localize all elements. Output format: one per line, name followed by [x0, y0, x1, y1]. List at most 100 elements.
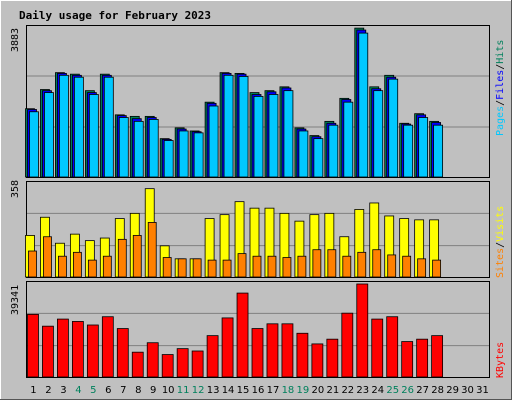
pages-bar: [88, 94, 99, 178]
kbytes-bar: [57, 318, 69, 378]
legend-sites: Sites: [495, 248, 506, 278]
kbytes-bar: [431, 335, 444, 378]
sites-bar: [297, 255, 307, 278]
sites-bar: [312, 249, 322, 278]
kbytes-bar: [27, 313, 39, 378]
x-tick-label: 14: [222, 385, 235, 396]
x-tick-label: 27: [416, 385, 429, 396]
legend-kbytes: KBytes: [495, 342, 506, 378]
plot-border: [26, 25, 490, 178]
plot-border: [26, 281, 490, 378]
kbytes-bar: [86, 324, 99, 378]
kbytes-bar: [161, 354, 174, 378]
sites-bar: [282, 257, 292, 278]
x-tick-label: 13: [207, 385, 220, 396]
sites-bar: [147, 222, 157, 278]
sites-bar: [207, 259, 217, 278]
chart-title: Daily usage for February 2023: [19, 9, 211, 22]
x-tick-label: 31: [476, 385, 489, 396]
pages-bar: [328, 124, 339, 178]
kbytes-bar: [101, 316, 114, 378]
x-tick-label: 24: [371, 385, 384, 396]
legend-files: Files: [495, 70, 506, 100]
x-tick-label: 28: [431, 385, 444, 396]
hits-files-pages-panel: [25, 25, 490, 178]
kbytes-bar: [191, 350, 204, 378]
middle-ymax-label: 358: [10, 180, 21, 198]
pages-bar: [238, 76, 249, 178]
legend-sep: /: [495, 242, 506, 248]
pages-bar: [343, 101, 354, 178]
sites-bar: [162, 257, 172, 278]
x-tick-label: 26: [401, 385, 414, 396]
sites-bar: [357, 251, 367, 278]
kbytes-bar: [296, 332, 309, 378]
sites-bar: [87, 259, 97, 278]
legend-sep: /: [495, 100, 506, 106]
x-tick-label: 23: [356, 385, 369, 396]
sites-bar: [192, 258, 202, 278]
pages-bar: [133, 120, 144, 178]
sites-bar: [417, 258, 427, 278]
kbytes-bar: [236, 292, 249, 378]
sites-bar: [267, 255, 277, 278]
sites-bar: [237, 253, 247, 278]
sites-bar: [117, 238, 127, 278]
kbytes-bar: [251, 328, 264, 378]
x-tick-label: 12: [192, 385, 205, 396]
pages-bar: [193, 132, 204, 178]
sites-bar: [327, 249, 337, 278]
sites-bar: [222, 259, 232, 278]
kbytes-bar: [416, 338, 429, 378]
plot-border: [26, 181, 490, 278]
pages-bar: [358, 32, 369, 178]
pages-bar: [373, 90, 384, 178]
legend-sep: /: [495, 64, 506, 70]
kbytes-bar: [386, 316, 399, 378]
kbytes-panel: [26, 281, 490, 378]
x-tick-label: 22: [341, 385, 354, 396]
kbytes-bar: [311, 343, 324, 378]
pages-bar: [268, 94, 279, 178]
x-tick-label: 16: [252, 385, 265, 396]
sites-bar: [72, 251, 82, 278]
sites-bar: [177, 258, 187, 278]
x-tick-label: 30: [461, 385, 474, 396]
top-ymax-label: 3883: [10, 28, 21, 52]
kbytes-bar: [42, 325, 54, 378]
pages-bar: [388, 78, 399, 178]
sites-bar: [432, 259, 442, 278]
kbytes-bar: [401, 341, 414, 378]
x-tick-label: 15: [237, 385, 250, 396]
kbytes-bar: [266, 323, 279, 378]
x-tick-label: 29: [446, 385, 459, 396]
x-tick-label: 6: [105, 385, 111, 396]
x-tick-label: 4: [75, 385, 81, 396]
pages-bar: [298, 130, 309, 178]
x-tick-label: 8: [135, 385, 141, 396]
sites-bar: [372, 249, 382, 278]
kbytes-bar: [281, 323, 294, 378]
legend-hits: Hits: [495, 40, 506, 64]
pages-bar: [73, 76, 84, 178]
kbytes-bar: [176, 348, 189, 378]
legend-visits: Visits: [495, 206, 506, 242]
kbytes-bar: [131, 351, 144, 378]
pages-bar: [44, 92, 54, 178]
pages-bar: [118, 117, 129, 178]
pages-bar: [163, 140, 174, 178]
sites-bar: [387, 254, 397, 278]
x-tick-label: 2: [45, 385, 51, 396]
x-tick-label: 10: [162, 385, 175, 396]
pages-bar: [313, 138, 324, 178]
x-tick-label: 11: [177, 385, 190, 396]
x-tick-label: 17: [267, 385, 280, 396]
bottom-ymax-label: 39341: [10, 285, 21, 315]
sites-bar: [43, 236, 52, 278]
pages-bar: [59, 74, 69, 178]
sites-bar: [342, 255, 352, 278]
sites-bar: [252, 255, 262, 278]
sites-bar: [132, 235, 142, 278]
pages-bar: [283, 90, 294, 178]
